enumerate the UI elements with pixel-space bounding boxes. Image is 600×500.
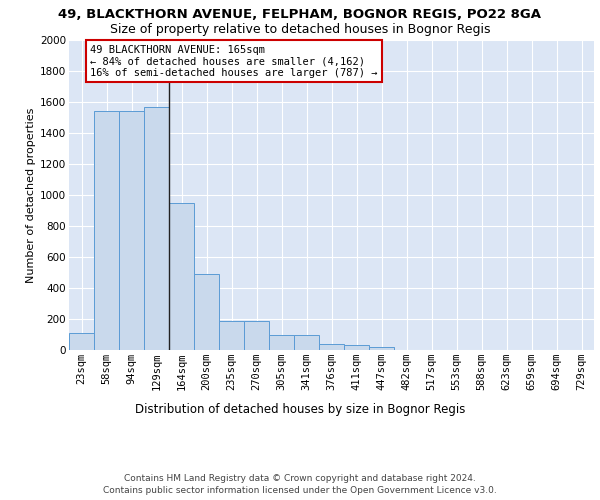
- Bar: [119, 110, 144, 350]
- Bar: [69, 333, 94, 350]
- Bar: [319, 344, 344, 350]
- Bar: [219, 322, 244, 350]
- Bar: [344, 346, 369, 350]
- Y-axis label: Number of detached properties: Number of detached properties: [26, 108, 36, 282]
- Bar: [94, 112, 119, 350]
- Bar: [244, 322, 269, 350]
- Bar: [369, 347, 394, 350]
- Bar: [144, 106, 169, 350]
- Bar: [294, 334, 319, 350]
- Bar: [269, 334, 294, 350]
- Text: 49, BLACKTHORN AVENUE, FELPHAM, BOGNOR REGIS, PO22 8GA: 49, BLACKTHORN AVENUE, FELPHAM, BOGNOR R…: [59, 8, 542, 20]
- Bar: [169, 203, 194, 350]
- Text: 49 BLACKTHORN AVENUE: 165sqm
← 84% of detached houses are smaller (4,162)
16% of: 49 BLACKTHORN AVENUE: 165sqm ← 84% of de…: [90, 44, 378, 78]
- Text: Size of property relative to detached houses in Bognor Regis: Size of property relative to detached ho…: [110, 22, 490, 36]
- Text: Contains HM Land Registry data © Crown copyright and database right 2024.
Contai: Contains HM Land Registry data © Crown c…: [103, 474, 497, 495]
- Bar: [194, 274, 219, 350]
- Text: Distribution of detached houses by size in Bognor Regis: Distribution of detached houses by size …: [135, 402, 465, 415]
